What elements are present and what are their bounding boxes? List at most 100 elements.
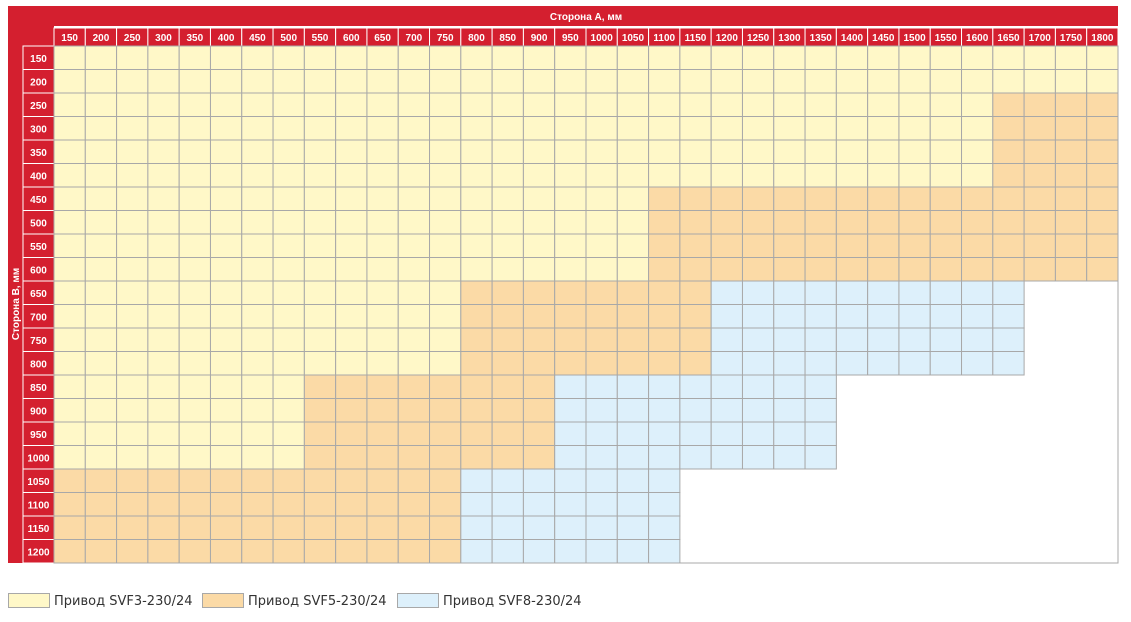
heatmap-cell-svf8	[554, 445, 587, 470]
heatmap-cell-svf8	[835, 327, 869, 352]
heatmap-cell-svf5	[303, 421, 337, 446]
heatmap-cell-svf3	[53, 233, 86, 258]
heatmap-cell-svf8	[961, 351, 994, 376]
heatmap-cell-svf3	[554, 186, 587, 211]
heatmap-cell-svf3	[616, 139, 650, 164]
heatmap-cell-svf5	[1023, 233, 1056, 258]
x-tick-label: 1050	[622, 33, 645, 44]
heatmap-cell-svf3	[867, 163, 900, 188]
heatmap-cell-svf5	[429, 539, 462, 564]
heatmap-cell-svf3	[241, 374, 274, 399]
heatmap-cell-svf5	[460, 421, 493, 446]
y-tick-label: 950	[30, 430, 47, 441]
heatmap-cell-svf3	[178, 92, 211, 117]
y-tick-label: 850	[30, 383, 47, 394]
heatmap-cell-svf3	[397, 327, 431, 352]
heatmap-cell-svf5	[522, 304, 556, 329]
heatmap-cell-svf3	[585, 186, 618, 211]
heatmap-cell-svf3	[335, 45, 368, 70]
heatmap-cell-svf8	[835, 304, 869, 329]
heatmap-cell-svf5	[1054, 257, 1088, 282]
heatmap-cell-svf8	[522, 539, 556, 564]
heatmap-cell-svf3	[929, 92, 963, 117]
heatmap-cell-svf8	[585, 468, 618, 493]
heatmap-cell-svf3	[335, 233, 368, 258]
heatmap-cell-svf3	[147, 280, 180, 305]
heatmap-cell-svf3	[303, 257, 337, 282]
heatmap-cell-svf3	[585, 69, 618, 94]
heatmap-cell-svf5	[648, 186, 681, 211]
heatmap-cell-svf8	[522, 468, 556, 493]
heatmap-cell-svf3	[84, 327, 118, 352]
heatmap-cell-svf3	[491, 69, 524, 94]
heatmap-cell-svf3	[929, 69, 963, 94]
heatmap-cell-svf8	[804, 351, 837, 376]
heatmap-cell-svf5	[1023, 257, 1056, 282]
heatmap-cell-svf5	[835, 257, 869, 282]
heatmap-cell-svf3	[303, 116, 337, 141]
heatmap-cell-svf3	[397, 280, 431, 305]
heatmap-cell-svf5	[178, 515, 211, 540]
heatmap-cell-svf5	[1086, 186, 1119, 211]
heatmap-cell-svf5	[1086, 92, 1119, 117]
heatmap-cell-svf3	[679, 92, 712, 117]
heatmap-cell-svf8	[616, 374, 650, 399]
y-tick-labels: 150 200 250 300 350 400 450 500 550 600 650 700 750 8…	[22, 45, 55, 564]
heatmap-cell-svf8	[460, 492, 493, 517]
heatmap-cell-svf5	[1023, 139, 1056, 164]
heatmap-cell-svf3	[53, 421, 86, 446]
heatmap-cell-svf3	[335, 210, 368, 235]
heatmap-cell-svf3	[335, 92, 368, 117]
heatmap-cell-svf5	[835, 233, 869, 258]
heatmap-cell-svf3	[429, 280, 462, 305]
heatmap-cell-svf3	[992, 45, 1025, 70]
heatmap-cell-svf3	[116, 304, 149, 329]
y-tick-label: 450	[30, 195, 47, 206]
heatmap-cell-svf3	[241, 327, 274, 352]
heatmap-cell-svf5	[773, 233, 806, 258]
heatmap-cell-svf5	[303, 492, 337, 517]
heatmap-cell-svf5	[460, 304, 493, 329]
heatmap-cell-svf3	[53, 374, 86, 399]
heatmap-cell-svf3	[429, 210, 462, 235]
heatmap-cell-svf5	[209, 492, 243, 517]
heatmap-cell-svf3	[84, 280, 118, 305]
heatmap-cell-svf3	[272, 398, 305, 423]
heatmap-cell-svf8	[491, 539, 524, 564]
heatmap-cell-svf3	[867, 92, 900, 117]
heatmap-cell-svf5	[992, 210, 1025, 235]
heatmap-cell-svf3	[335, 351, 368, 376]
heatmap-cell-svf5	[1023, 163, 1056, 188]
heatmap-cell-svf8	[804, 327, 837, 352]
heatmap-cell-svf5	[898, 233, 931, 258]
heatmap-cell-svf3	[585, 210, 618, 235]
heatmap-cell-svf3	[178, 280, 211, 305]
heatmap-cell-svf3	[116, 257, 149, 282]
heatmap-cell-svf3	[84, 116, 118, 141]
heatmap-cell-svf8	[773, 445, 806, 470]
heatmap-cell-svf5	[835, 210, 869, 235]
heatmap-cell-svf3	[209, 163, 243, 188]
heatmap-cell-svf3	[773, 139, 806, 164]
heatmap-cell-svf3	[460, 233, 493, 258]
heatmap-cell-svf5	[992, 186, 1025, 211]
heatmap-cell-svf3	[272, 280, 305, 305]
y-tick-label: 750	[30, 336, 47, 347]
heatmap-cell-svf3	[241, 186, 274, 211]
heatmap-cell-svf3	[53, 257, 86, 282]
x-axis-title: Сторона А, мм	[550, 12, 622, 23]
heatmap-cell-svf3	[835, 92, 869, 117]
legend-swatch-svf3	[8, 593, 50, 608]
heatmap-cell-svf5	[1054, 163, 1088, 188]
y-tick-label: 1200	[27, 547, 50, 558]
heatmap-cell-svf5	[53, 468, 86, 493]
heatmap-cell-svf3	[710, 92, 743, 117]
heatmap-cell-svf3	[272, 351, 305, 376]
heatmap-cell-svf3	[741, 69, 775, 94]
heatmap-cell-svf3	[710, 163, 743, 188]
heatmap-cell-svf3	[397, 257, 431, 282]
heatmap-cell-svf3	[53, 163, 86, 188]
heatmap-cell-svf3	[84, 163, 118, 188]
heatmap-cell-svf3	[178, 163, 211, 188]
heatmap-cell-svf3	[397, 163, 431, 188]
